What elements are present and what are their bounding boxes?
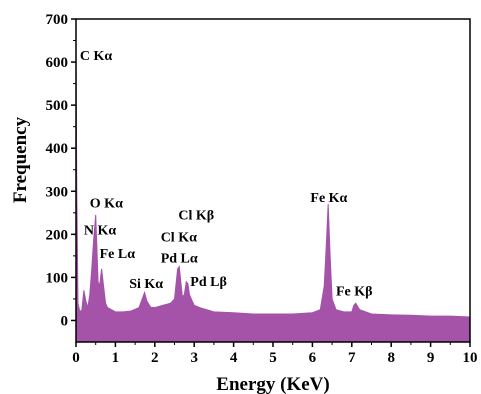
y-tick-label-500: 500 [46, 98, 69, 114]
peak-label-1: O Kα [90, 197, 123, 212]
y-tick-label-700: 700 [46, 12, 69, 28]
x-tick-label-10: 10 [463, 350, 478, 366]
peak-label-5: Cl Kβ [178, 208, 214, 223]
x-tick-label-2: 2 [151, 350, 159, 366]
peak-label-10: Fe Kβ [336, 285, 373, 300]
peak-label-2: N Kα [84, 223, 117, 238]
peak-label-4: Si Kα [129, 277, 163, 292]
y-tick-label-100: 100 [46, 270, 69, 286]
x-tick-label-5: 5 [269, 350, 277, 366]
x-tick-label-1: 1 [112, 350, 120, 366]
peak-label-3: Fe Lα [100, 247, 136, 262]
x-tick-label-3: 3 [190, 350, 198, 366]
x-tick-label-6: 6 [309, 350, 317, 366]
x-axis-title: Energy (KeV) [216, 374, 329, 394]
x-tick-label-9: 9 [427, 350, 435, 366]
y-tick-label-600: 600 [46, 55, 69, 71]
y-tick-label-400: 400 [46, 141, 69, 157]
y-axis-title: Frequency [10, 116, 31, 203]
x-tick-label-8: 8 [387, 350, 395, 366]
peak-label-9: Fe Kα [310, 191, 347, 206]
peak-label-6: Cl Kα [161, 231, 197, 246]
spectrum-area-series-0 [75, 53, 471, 343]
peak-label-8: Pd Lβ [190, 275, 227, 290]
x-tick-label-4: 4 [230, 350, 238, 366]
peak-label-7: Pd Lα [161, 251, 198, 266]
peak-label-0: C Kα [80, 49, 113, 64]
y-tick-label-200: 200 [46, 227, 69, 243]
y-tick-label-0: 0 [61, 313, 69, 329]
x-tick-label-0: 0 [72, 350, 80, 366]
x-tick-label-7: 7 [348, 350, 356, 366]
y-tick-label-300: 300 [46, 184, 69, 200]
